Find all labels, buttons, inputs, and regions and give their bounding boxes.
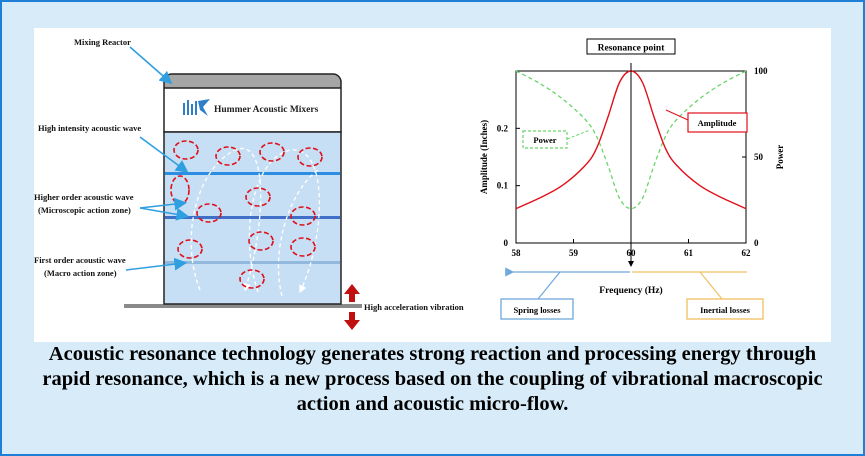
high-intensity-label: High intensity acoustic wave xyxy=(38,123,141,133)
vortex xyxy=(196,203,222,223)
vortex xyxy=(297,147,323,167)
y-left-tick-label: 0.2 xyxy=(497,123,509,133)
vortex xyxy=(245,187,271,207)
hummer-logo-icon xyxy=(183,99,210,116)
y-right-tick-label: 50 xyxy=(754,152,764,162)
power-legend-box xyxy=(522,130,568,149)
spring-losses-label: Spring losses xyxy=(514,305,562,315)
power-series-line xyxy=(515,70,747,210)
y-right-tick-label: 0 xyxy=(754,238,759,248)
vortex xyxy=(259,142,285,162)
y-left-tick-label: 0.1 xyxy=(497,181,509,191)
first-order-label: First order acoustic wave xyxy=(34,255,126,265)
mixing-reactor-label: Mixing Reactor xyxy=(74,37,131,47)
higher-order-label: Higher order acoustic wave xyxy=(34,192,134,202)
y-left-axis-label: Amplitude (Inches) xyxy=(479,120,489,194)
amplitude-legend-box xyxy=(687,112,748,133)
x-axis-label: Frequency (Hz) xyxy=(599,285,662,296)
inertial-leader xyxy=(699,271,723,300)
x-tick-label: 58 xyxy=(512,248,522,258)
vortex xyxy=(215,146,241,166)
power-legend-label: Power xyxy=(533,135,556,145)
vortex xyxy=(290,237,316,257)
x-tick-label: 61 xyxy=(684,248,694,258)
vortex xyxy=(177,239,203,259)
callout-leaders xyxy=(125,46,190,271)
vibration-label: High acceleration vibration xyxy=(364,302,464,312)
inertial-losses-label: Inertial losses xyxy=(700,305,751,315)
y-left-ticks: 0 0.1 0.2 xyxy=(497,123,520,248)
vibration-arrow-icon xyxy=(344,284,360,330)
amplitude-legend-leader xyxy=(665,109,689,121)
higher-order-wave-band xyxy=(165,216,340,219)
y-left-tick-label: 0 xyxy=(504,238,509,248)
power-legend-leader xyxy=(566,129,591,140)
figure-canvas: Hummer Acoustic Mixers Mixing Reactor Hi… xyxy=(34,37,785,330)
brand-label: Hummer Acoustic Mixers xyxy=(214,105,319,115)
higher-order-sublabel: (Microscopic action zone) xyxy=(38,205,131,215)
spring-leader xyxy=(537,271,561,300)
macro-flow-paths xyxy=(190,147,321,297)
y-right-tick-label: 100 xyxy=(754,66,768,76)
amplitude-legend-label: Amplitude xyxy=(698,118,737,128)
resonance-title: Resonance point xyxy=(598,44,666,54)
vortex xyxy=(173,140,199,160)
base-plate xyxy=(124,304,362,308)
inertial-losses-box xyxy=(686,298,764,320)
vortex xyxy=(290,206,316,226)
first-order-sublabel: (Macro action zone) xyxy=(44,268,117,278)
x-tick-label: 59 xyxy=(569,248,579,258)
first-order-wave-band xyxy=(165,261,340,264)
mixing-reactor: Hummer Acoustic Mixers Mixing Reactor Hi… xyxy=(34,37,464,330)
high-intensity-wave-band xyxy=(165,172,340,175)
micro-vortices xyxy=(170,140,323,289)
figure-caption: Acoustic resonance technology generates … xyxy=(42,343,823,415)
reactor-head xyxy=(163,87,342,133)
vortex xyxy=(239,269,265,289)
y-right-axis-label: Power xyxy=(775,145,785,170)
resonance-title-box xyxy=(586,38,676,55)
x-tick-label: 62 xyxy=(742,248,752,258)
vortex xyxy=(248,231,274,251)
spring-losses-box xyxy=(500,298,574,320)
